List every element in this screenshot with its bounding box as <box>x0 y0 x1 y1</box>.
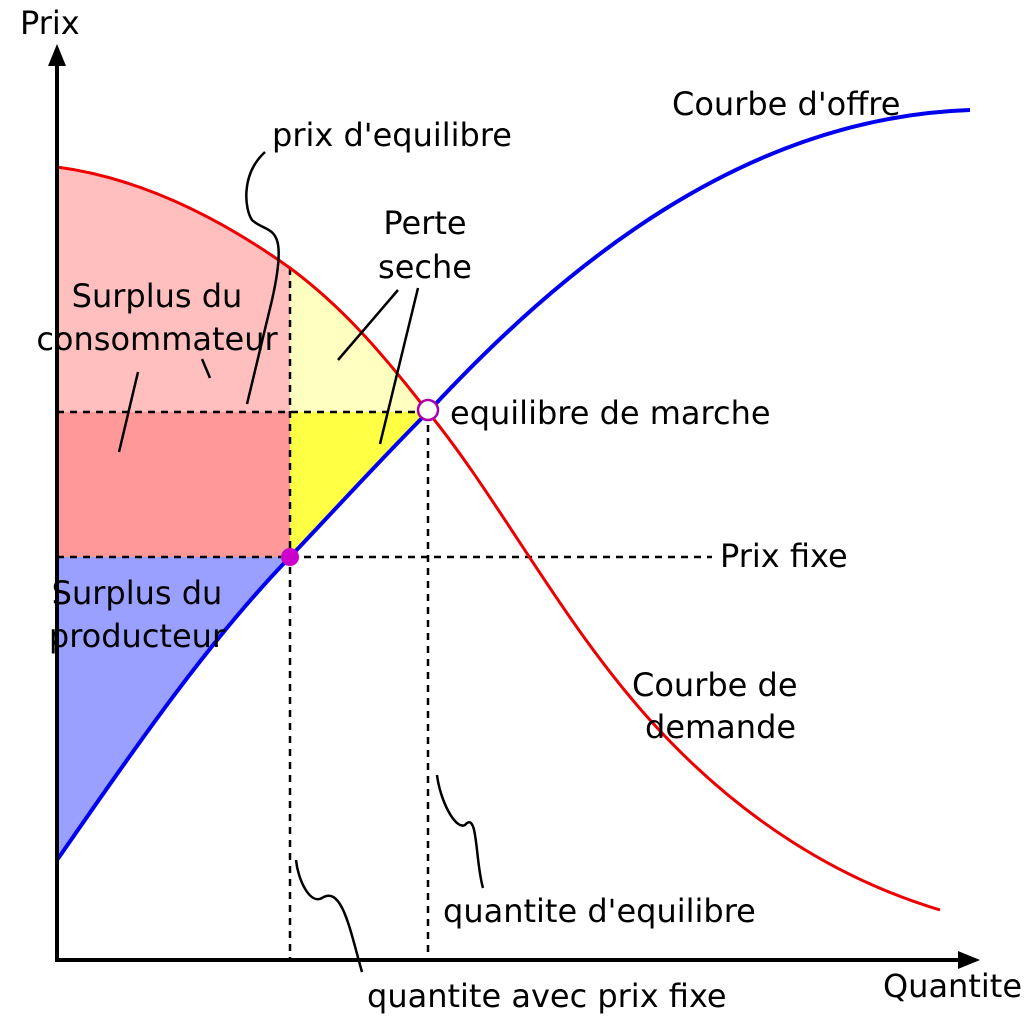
y-axis-arrow-icon <box>48 44 66 66</box>
fixed-price-quantity-label: quantite avec prix fixe <box>367 977 727 1015</box>
demand-curve-label-line1: Courbe de <box>632 666 798 704</box>
consumer-surplus-region <box>57 167 290 412</box>
equilibrium-price-leader <box>245 151 280 405</box>
deadweight-loss-leader-b <box>378 287 420 445</box>
supply-curve <box>55 108 971 862</box>
supply-curve-label: Courbe d'offre <box>672 85 900 123</box>
deadweight-loss-leader-a <box>337 289 399 361</box>
equilibrium-quantity-label: quantite d'equilibre <box>443 892 756 930</box>
equilibrium-quantity-leader <box>435 774 485 889</box>
demand-curve <box>56 165 941 912</box>
equilibrium-point <box>416 398 440 422</box>
producer-surplus-label-line1: Surplus du <box>52 574 223 612</box>
deadweight-loss-label-line2: seche <box>378 248 472 286</box>
demand-curve-label-line2: demande <box>645 708 796 746</box>
producer-surplus-region <box>57 557 290 860</box>
transfer-region <box>57 412 290 557</box>
consumer-surplus-leader-a <box>200 358 212 379</box>
consumer-surplus-label-line2: consommateur <box>36 320 278 358</box>
fixed-price-quantity-leader <box>294 859 364 973</box>
equilibrium-price-label: prix d'equilibre <box>272 116 512 154</box>
fixed-price-point <box>281 548 299 566</box>
y-axis-label: Prix <box>20 4 80 42</box>
deadweight-loss-dark-region <box>290 412 428 557</box>
consumer-surplus-leader-b <box>117 371 140 453</box>
x-axis-arrow-icon <box>958 951 980 969</box>
deadweight-loss-label-line1: Perte <box>383 204 466 242</box>
deadweight-loss-light-region <box>290 268 428 412</box>
market-equilibrium-label: equilibre de marche <box>450 394 771 432</box>
producer-surplus-label-line2: producteur <box>49 617 226 655</box>
consumer-surplus-label-line1: Surplus du <box>72 277 243 315</box>
fixed-price-label: Prix fixe <box>720 537 848 575</box>
x-axis-label: Quantite <box>883 967 1022 1005</box>
